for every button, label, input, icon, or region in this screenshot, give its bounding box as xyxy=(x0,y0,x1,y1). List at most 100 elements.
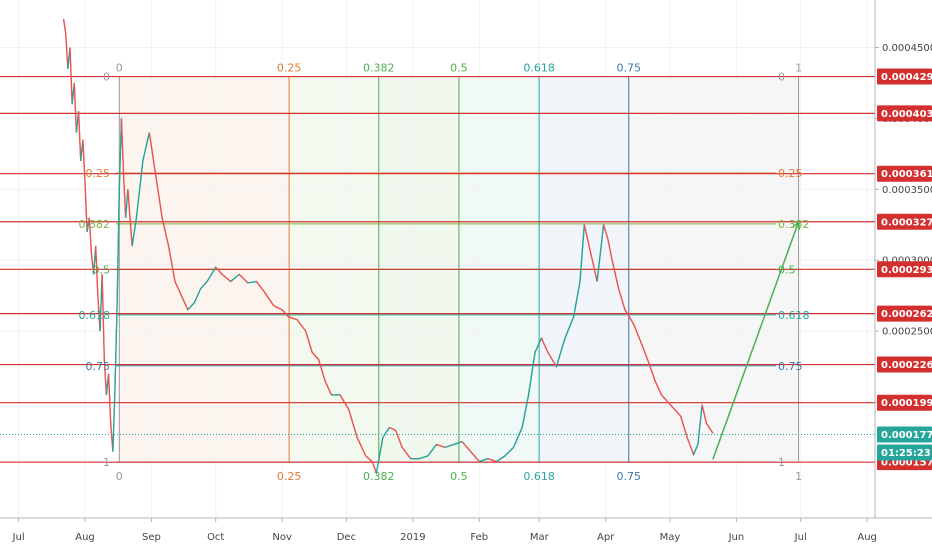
price-segment xyxy=(82,139,86,183)
time-tick-label: Jul xyxy=(794,532,807,543)
fib-time-label-bottom: 0.5 xyxy=(450,470,468,483)
price-segment xyxy=(641,345,650,363)
price-segment xyxy=(174,281,183,296)
price-segment xyxy=(419,455,429,460)
price-segment xyxy=(125,189,129,218)
fib-level-label-left: 0.5 xyxy=(93,263,111,276)
level-price-tag: 0.00015756 xyxy=(881,458,932,469)
price-segment xyxy=(540,337,549,353)
price-tick-label: 0.00045000 xyxy=(882,43,932,54)
price-segment xyxy=(680,415,688,438)
current-price-tag-bg xyxy=(877,426,932,443)
fib-level-label-left: 0.75 xyxy=(86,360,111,373)
price-segment xyxy=(382,427,390,438)
price-segment xyxy=(180,295,189,311)
price-segment xyxy=(596,224,605,282)
time-tick-label: Feb xyxy=(470,532,488,543)
time-tick-label: Sep xyxy=(142,532,161,543)
price-segment xyxy=(686,437,695,455)
grid xyxy=(0,0,875,518)
price-segment xyxy=(660,394,669,403)
price-segment xyxy=(647,362,656,381)
price-tick-label: 0.00025000 xyxy=(882,327,932,338)
price-segment xyxy=(264,292,275,306)
level-price-tag-bg xyxy=(877,165,932,182)
price-segment xyxy=(427,444,437,457)
price-segment xyxy=(602,224,609,240)
fib-level-label-left: 0.25 xyxy=(86,167,111,180)
price-segment xyxy=(288,316,298,321)
level-price-tag: 0.00042952 xyxy=(881,72,932,83)
price-segment xyxy=(101,274,105,360)
price-segment xyxy=(487,458,497,463)
price-segment xyxy=(103,359,108,395)
fib-time-label-bottom: 0.25 xyxy=(277,470,302,483)
projection-arrow xyxy=(712,221,800,460)
price-segment xyxy=(590,252,598,282)
price-segment xyxy=(114,302,118,388)
price-segment xyxy=(667,401,675,410)
price-segment xyxy=(654,380,663,396)
price-segment xyxy=(317,359,326,381)
time-tick-label: Aug xyxy=(857,532,877,543)
price-segment xyxy=(69,47,73,105)
countdown-tag: 01:25:23 xyxy=(881,448,931,459)
fib-time-label-top: 0.75 xyxy=(617,62,642,75)
price-segment xyxy=(84,182,88,232)
price-segment xyxy=(624,309,635,325)
price-segment xyxy=(461,441,472,453)
level-price-tag: 0.00036100 xyxy=(881,169,932,180)
price-segment xyxy=(142,132,150,162)
price-segment xyxy=(135,160,144,218)
fib-level-label-right: 0.382 xyxy=(778,218,810,231)
price-segment xyxy=(200,280,208,290)
fib-level-label-right: 0.25 xyxy=(778,167,803,180)
price-segment xyxy=(95,245,99,296)
level-price-tag-bg xyxy=(877,213,932,230)
price-segment xyxy=(193,288,202,304)
price-segment xyxy=(339,394,350,410)
fib-level-label-left: 0.618 xyxy=(79,309,111,322)
price-axis: 0.000450000.000400000.000350000.00030000… xyxy=(874,0,932,518)
level-price-tag-bg xyxy=(877,105,932,122)
price-segment xyxy=(131,217,138,247)
time-tick-label: Dec xyxy=(337,532,356,543)
time-tick-label: Oct xyxy=(207,532,224,543)
price-segment xyxy=(697,404,703,445)
price-series xyxy=(62,19,714,475)
fib-level-label-right: 0.618 xyxy=(778,309,810,322)
level-price-tag-bg xyxy=(877,261,932,278)
fib-level-label-right: 0.75 xyxy=(778,360,803,373)
price-segment xyxy=(122,175,127,218)
price-segment xyxy=(230,273,240,283)
price-segment xyxy=(73,82,78,133)
time-tick-label: 2019 xyxy=(400,532,425,543)
price-segment xyxy=(512,427,523,448)
price-segment xyxy=(607,238,613,261)
price-segment xyxy=(127,189,133,247)
price-segment xyxy=(155,175,163,218)
horizontal-levels xyxy=(0,75,875,463)
price-segment xyxy=(167,245,176,282)
price-segment xyxy=(65,33,69,69)
price-segment xyxy=(579,224,585,282)
price-tick-label: 0.00030000 xyxy=(882,256,932,267)
level-price-tag-bg xyxy=(877,394,932,411)
fib-time-label-top: 0 xyxy=(116,62,123,75)
price-segment xyxy=(311,351,320,360)
price-segment xyxy=(375,437,384,474)
price-segment xyxy=(692,444,699,455)
projection-arrow-group xyxy=(712,220,801,460)
fib-time-label-bottom: 0.618 xyxy=(523,470,555,483)
time-tick-label: Apr xyxy=(597,532,615,543)
fib-labels: 000.250.250.3820.3820.50.50.6180.6180.75… xyxy=(79,62,810,484)
price-segment xyxy=(148,132,157,176)
price-segment xyxy=(215,266,223,275)
price-segment xyxy=(62,19,67,34)
price-segment xyxy=(324,380,333,396)
time-tick-label: Nov xyxy=(272,532,292,543)
price-segment xyxy=(632,323,643,346)
time-tick-label: Jun xyxy=(728,532,745,543)
price-segment xyxy=(116,189,120,303)
